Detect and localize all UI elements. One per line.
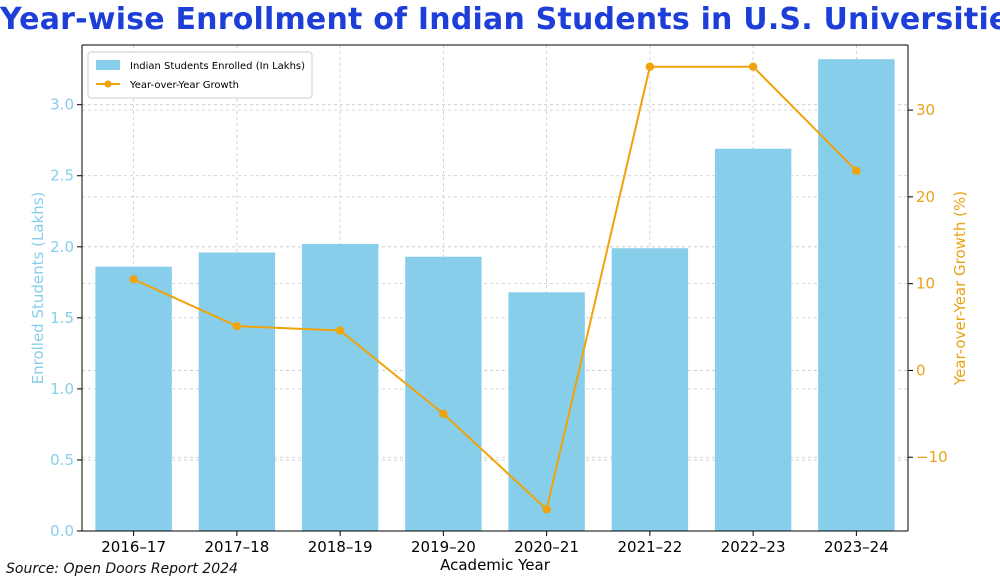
growth-point-2017–18 bbox=[232, 321, 242, 331]
bar-2020–21 bbox=[508, 292, 585, 531]
legend-line-label: Year-over-Year Growth bbox=[129, 80, 239, 91]
legend-line-marker bbox=[104, 80, 112, 88]
bar-2022–23 bbox=[714, 148, 792, 531]
source-note: Source: Open Doors Report 2024 bbox=[6, 561, 238, 577]
bar-2016–17 bbox=[95, 266, 172, 531]
bar-2023–24 bbox=[818, 59, 895, 532]
growth-point-2019–20 bbox=[439, 409, 448, 419]
x-tick-label: 2016–17 bbox=[101, 538, 166, 556]
y-tick-label: 1.0 bbox=[50, 380, 74, 398]
x-axis-label: Academic Year bbox=[440, 556, 551, 574]
bar-2018–19 bbox=[301, 243, 379, 531]
growth-point-2021–22 bbox=[645, 62, 655, 71]
x-tick-label: 2020–21 bbox=[514, 538, 579, 556]
y-tick-label: 2.5 bbox=[50, 167, 74, 185]
growth-point-2016–17 bbox=[129, 275, 138, 284]
y2-tick-label: −10 bbox=[916, 448, 948, 466]
x-tick-label: 2023–24 bbox=[824, 538, 889, 556]
y2-tick-label: 10 bbox=[916, 275, 935, 293]
y-tick-label: 2.0 bbox=[50, 238, 74, 256]
bar-2017–18 bbox=[198, 252, 276, 531]
x-tick-label: 2022–23 bbox=[721, 538, 786, 556]
y2-axis-label: Year-over-Year Growth (%) bbox=[951, 191, 969, 386]
growth-point-2020–21 bbox=[542, 505, 551, 514]
legend-bar-swatch bbox=[96, 60, 120, 70]
bar-2021–22 bbox=[611, 248, 689, 532]
bar-2019–20 bbox=[405, 256, 482, 531]
x-tick-label: 2019–20 bbox=[411, 538, 476, 556]
y-tick-label: 3.0 bbox=[50, 96, 74, 114]
x-tick-label: 2018–19 bbox=[308, 538, 373, 556]
growth-point-2022–23 bbox=[748, 62, 758, 71]
y-axis-label: Enrolled Students (Lakhs) bbox=[29, 192, 47, 385]
y-tick-label: 0.0 bbox=[50, 522, 74, 540]
growth-point-2018–19 bbox=[335, 326, 345, 335]
y-tick-label: 1.5 bbox=[50, 309, 74, 327]
y2-tick-label: 0 bbox=[916, 361, 926, 379]
growth-point-2023–24 bbox=[852, 166, 861, 176]
growth-line bbox=[133, 65, 858, 512]
legend-box bbox=[87, 51, 313, 99]
x-tick-label: 2017–18 bbox=[204, 538, 269, 556]
legend-bar-label: Indian Students Enrolled (In Lakhs) bbox=[130, 61, 305, 72]
x-tick-label: 2021–22 bbox=[617, 538, 682, 556]
y2-tick-label: 20 bbox=[916, 188, 935, 206]
y2-tick-label: 30 bbox=[916, 101, 935, 119]
chart-title: Year-wise Enrollment of Indian Students … bbox=[0, 2, 1000, 37]
y-tick-label: 0.5 bbox=[50, 451, 74, 469]
